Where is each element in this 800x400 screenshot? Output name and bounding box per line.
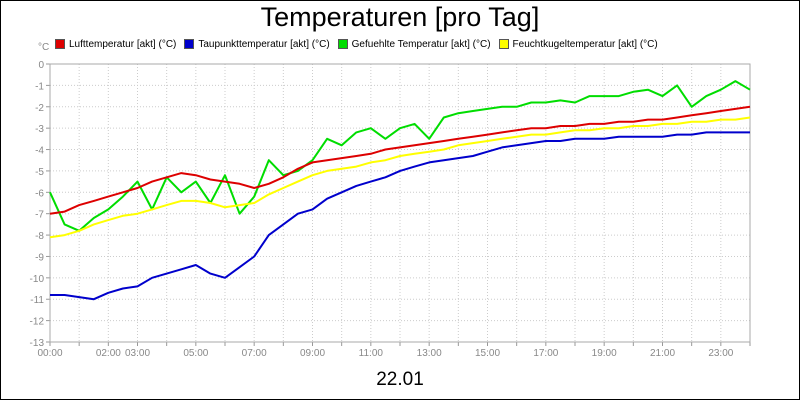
legend: Lufttemperatur [akt] (°C) Taupunkttemper…: [55, 37, 658, 51]
legend-label-feuchtkugeltemperatur: Feuchtkugeltemperatur [akt] (°C): [512, 38, 658, 50]
y-tick-label: -4: [35, 146, 44, 157]
y-tick-label: -7: [35, 210, 44, 221]
y-tick-label: -9: [35, 252, 44, 263]
x-tick-label: 19:00: [592, 348, 617, 359]
y-tick-label: -1: [35, 81, 44, 92]
x-tick-label: 23:00: [708, 348, 733, 359]
legend-swatch-gefuehlte-temperatur: [337, 39, 348, 49]
series-line-feuchtkugeltemperatur: [49, 116, 751, 239]
x-tick-label: 15:00: [475, 348, 500, 359]
x-tick-label: 07:00: [242, 348, 267, 359]
legend-swatch-taupunkttemperatur: [184, 39, 195, 49]
y-tick-label: -3: [35, 124, 44, 135]
legend-item-taupunkttemperatur: Taupunkttemperatur [akt] (°C): [184, 37, 330, 51]
legend-item-feuchtkugeltemperatur: Feuchtkugeltemperatur [akt] (°C): [498, 37, 658, 51]
legend-label-gefuehlte-temperatur: Gefuehlte Temperatur [akt] (°C): [351, 38, 491, 50]
chart-title: Temperaturen [pro Tag]: [260, 2, 540, 32]
x-tick-label: 02:00: [96, 348, 121, 359]
x-tick-label: 13:00: [417, 348, 442, 359]
legend-item-lufttemperatur: Lufttemperatur [akt] (°C): [55, 37, 176, 51]
date-label: 22.01: [376, 369, 424, 390]
x-tick-label: 05:00: [183, 348, 208, 359]
legend-item-gefuehlte-temperatur: Gefuehlte Temperatur [akt] (°C): [337, 37, 491, 51]
y-tick-label: -13: [30, 338, 45, 349]
legend-swatch-feuchtkugeltemperatur: [498, 39, 509, 49]
legend-swatch-lufttemperatur: [55, 39, 65, 49]
y-tick-label: -11: [30, 295, 44, 306]
series-line-lufttemperatur: [49, 105, 751, 215]
x-tick-label: 17:00: [533, 348, 558, 359]
y-tick-label: -2: [35, 103, 44, 114]
y-tick-label: 0: [38, 60, 44, 71]
legend-label-taupunkttemperatur: Taupunkttemperatur [akt] (°C): [198, 38, 330, 50]
legend-label-lufttemperatur: Lufttemperatur [akt] (°C): [69, 38, 177, 50]
y-tick-label: -6: [35, 188, 44, 199]
y-tick-label: -12: [30, 317, 45, 328]
y-tick-label: -10: [30, 274, 45, 285]
x-tick-label: 11:00: [359, 348, 384, 359]
x-tick-label: 09:00: [300, 348, 325, 359]
y-tick-label: -5: [35, 167, 44, 178]
x-tick-label: 00:00: [37, 348, 62, 359]
y-unit-label: °C: [38, 42, 50, 53]
plot-border: [49, 63, 751, 343]
x-tick-label: 21:00: [650, 348, 675, 359]
x-tick-label: 03:00: [125, 348, 150, 359]
series-line-taupunkttemperatur: [50, 131, 750, 301]
y-tick-label: -8: [35, 231, 44, 242]
